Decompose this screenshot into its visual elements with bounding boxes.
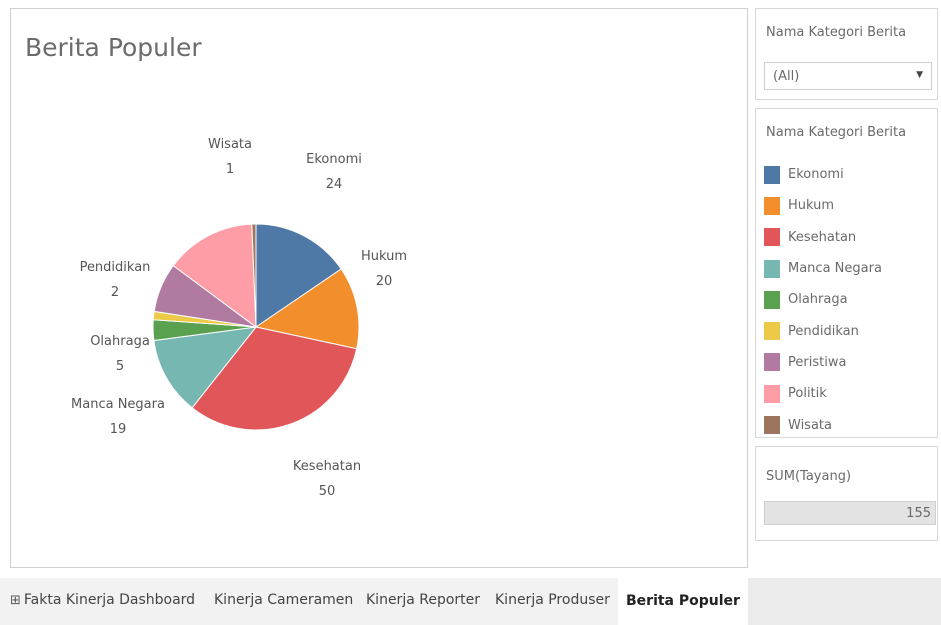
- tab-kinerja-reporter[interactable]: Kinerja Reporter: [366, 592, 480, 608]
- tab-label: Fakta Kinerja Dashboard: [23, 592, 196, 608]
- legend-swatch: [764, 290, 780, 309]
- pie-chart: Ekonomi 24 Hukum 20 Kesehatan 50 Manca Negara 1…: [71, 137, 407, 499]
- category-select[interactable]: (All) ▼: [764, 62, 932, 90]
- legend-title: Nama Kategori Berita: [766, 125, 907, 140]
- pie-slice-hukum[interactable]: [254, 268, 360, 350]
- pie-slice-kesehatan[interactable]: [191, 326, 358, 431]
- tab-berita-populer[interactable]: Berita Populer: [618, 578, 748, 625]
- legend-label: Manca Negara: [788, 261, 882, 277]
- slice-value-label: 5: [116, 359, 124, 374]
- tab-label: Kinerja Reporter: [366, 592, 481, 608]
- legend-label: Politik: [788, 386, 827, 402]
- slice-label: Wisata: [208, 137, 252, 152]
- legend-label: Peristiwa: [788, 354, 847, 370]
- pie-slice-politik[interactable]: [172, 223, 257, 329]
- legend-list: Ekonomi Hukum Kesehatan Manca Negara Ola…: [764, 159, 882, 441]
- slice-value-label: 1: [226, 162, 234, 177]
- legend-item[interactable]: Wisata: [764, 409, 882, 440]
- pie-slice-wisata[interactable]: [251, 223, 257, 328]
- legend-swatch: [764, 416, 780, 435]
- sheet-tabs: ⊞ Fakta Kinerja Dashboard Kinerja Cameram…: [0, 578, 941, 625]
- category-filter: Nama Kategori Berita (All) ▼: [755, 8, 938, 100]
- slice-label: Pendidikan: [80, 260, 151, 275]
- slice-label: Ekonomi: [306, 152, 362, 167]
- tabs-filler: [748, 578, 941, 625]
- chevron-down-icon: ▼: [916, 70, 923, 80]
- legend-label: Wisata: [788, 417, 832, 433]
- legend-item[interactable]: Peristiwa: [764, 347, 882, 378]
- filter-title: Nama Kategori Berita: [766, 25, 907, 40]
- slice-label: Hukum: [361, 249, 407, 264]
- size-legend-bar: 155: [764, 501, 936, 525]
- legend-swatch: [764, 353, 780, 372]
- size-legend-title: SUM(Tayang): [766, 469, 852, 484]
- legend-item[interactable]: Manca Negara: [764, 253, 882, 284]
- legend-item[interactable]: Kesehatan: [764, 222, 882, 253]
- tab-fakta-kinerja-dashboard[interactable]: ⊞ Fakta Kinerja Dashboard: [10, 592, 195, 608]
- pie-slice-manca-negara[interactable]: [153, 326, 258, 409]
- slice-value-label: 50: [319, 484, 336, 499]
- legend-swatch: [764, 384, 780, 403]
- legend-swatch: [764, 165, 780, 184]
- slice-value-label: 24: [326, 177, 343, 192]
- legend-label: Hukum: [788, 198, 835, 214]
- legend-swatch: [764, 196, 780, 215]
- size-legend: SUM(Tayang) 155: [755, 446, 938, 541]
- legend-item[interactable]: Pendidikan: [764, 315, 882, 346]
- legend-swatch: [764, 259, 780, 278]
- legend-label: Ekonomi: [788, 167, 844, 183]
- pie-slice-ekonomi[interactable]: [255, 223, 342, 328]
- legend-item[interactable]: Olahraga: [764, 284, 882, 315]
- grid-icon: ⊞: [10, 593, 21, 608]
- legend-label: Olahraga: [788, 292, 848, 308]
- tab-kinerja-produser[interactable]: Kinerja Produser: [495, 592, 610, 608]
- legend-label: Pendidikan: [788, 323, 859, 339]
- legend-swatch: [764, 228, 780, 247]
- tab-label: Kinerja Cameramen: [214, 592, 354, 608]
- legend-label: Kesehatan: [788, 229, 857, 245]
- slice-label: Manca Negara: [71, 397, 165, 412]
- chart-panel: Berita Populer: [10, 8, 748, 568]
- legend-item[interactable]: Ekonomi: [764, 159, 882, 190]
- tab-kinerja-cameramen[interactable]: Kinerja Cameramen: [214, 592, 353, 608]
- legend-item[interactable]: Politik: [764, 378, 882, 409]
- slice-value-label: 20: [376, 274, 393, 289]
- page-title: Berita Populer: [25, 33, 202, 62]
- slice-value-label: 2: [111, 285, 119, 300]
- slice-value-label: 19: [110, 422, 127, 437]
- legend-swatch: [764, 322, 780, 341]
- slice-label: Olahraga: [90, 334, 150, 349]
- slice-label: Kesehatan: [293, 459, 361, 474]
- legend-item[interactable]: Hukum: [764, 190, 882, 221]
- color-legend: Nama Kategori Berita Ekonomi Hukum Keseh…: [755, 108, 938, 438]
- tab-label: Kinerja Produser: [495, 592, 610, 608]
- tab-label: Berita Populer: [626, 593, 740, 609]
- category-select-value: (All): [773, 69, 800, 84]
- size-legend-value: 155: [906, 506, 931, 521]
